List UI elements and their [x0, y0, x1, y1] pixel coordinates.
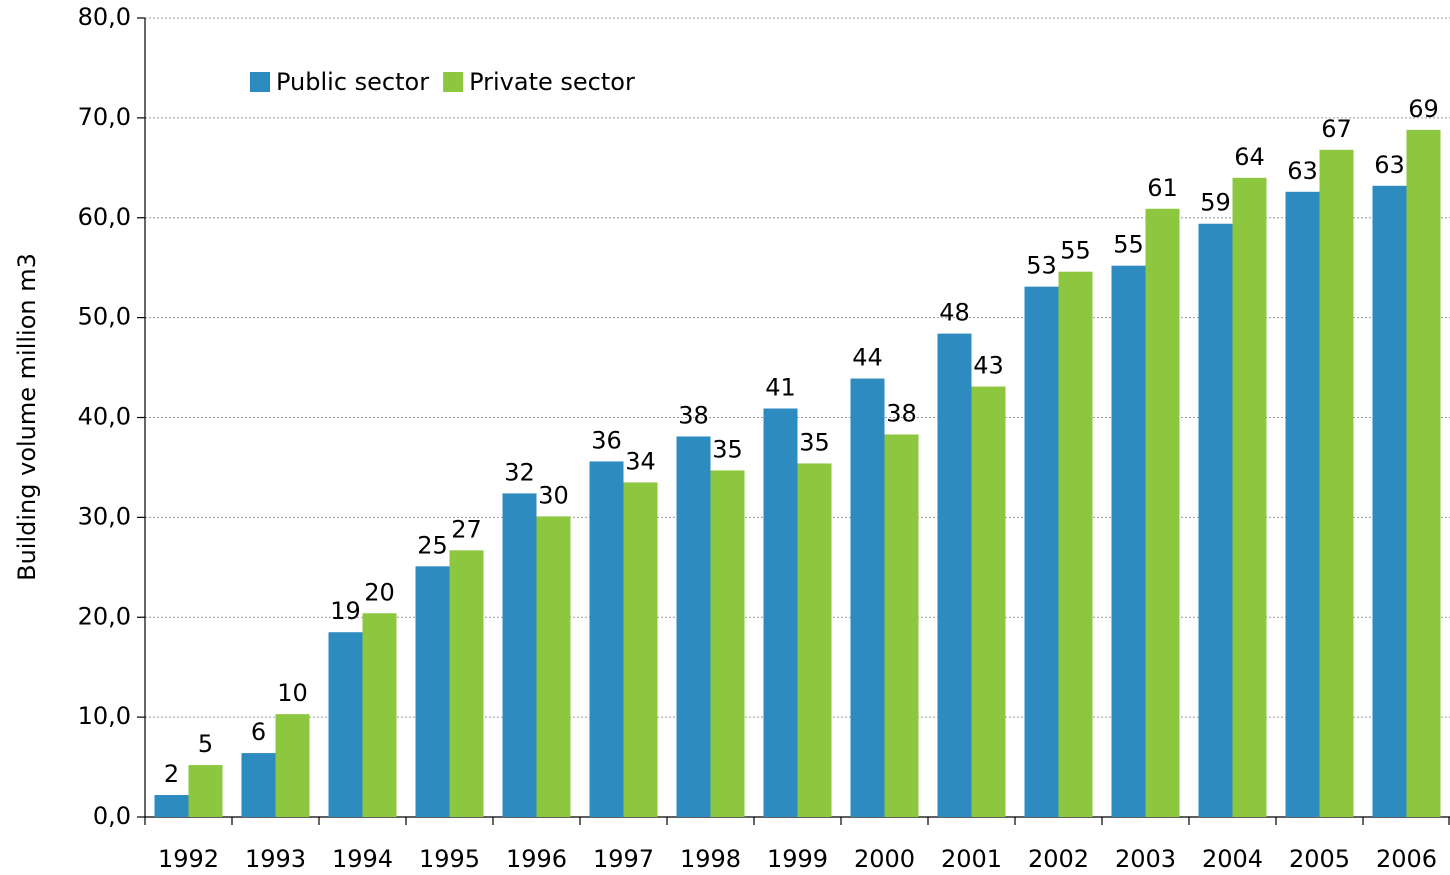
bar	[188, 765, 223, 817]
bar	[1372, 185, 1407, 818]
x-tick-label: 1998	[680, 845, 741, 873]
x-tick-label: 1997	[593, 845, 654, 873]
value-label: 27	[451, 515, 482, 543]
value-label: 20	[364, 578, 395, 606]
x-tick-label: 2004	[1202, 845, 1263, 873]
value-label: 67	[1321, 115, 1352, 143]
value-label: 48	[939, 299, 970, 327]
value-label: 10	[277, 679, 308, 707]
value-label: 5	[198, 730, 213, 758]
x-tick-label: 2001	[941, 845, 1002, 873]
value-label: 64	[1234, 143, 1265, 171]
bar	[1058, 271, 1093, 817]
bar	[937, 333, 972, 817]
value-label: 30	[538, 481, 569, 509]
y-tick-label: 60,0	[78, 203, 131, 231]
value-label: 63	[1287, 157, 1318, 185]
bar	[1145, 208, 1180, 818]
bar	[1111, 265, 1146, 817]
bar	[676, 436, 711, 817]
value-label: 69	[1408, 95, 1439, 123]
bar	[154, 795, 189, 817]
y-tick-label: 70,0	[78, 103, 131, 131]
x-tick-label: 2005	[1289, 845, 1350, 873]
value-label: 44	[852, 344, 883, 372]
bar	[850, 378, 885, 817]
value-label: 55	[1113, 231, 1144, 259]
bar	[415, 566, 450, 817]
bar	[971, 386, 1006, 817]
y-tick-label: 80,0	[78, 3, 131, 31]
value-label: 6	[251, 718, 266, 746]
bar	[589, 461, 624, 817]
y-tick-label: 20,0	[78, 602, 131, 630]
y-tick-label: 30,0	[78, 502, 131, 530]
bar	[1285, 191, 1320, 818]
x-tick-label: 1993	[245, 845, 306, 873]
bar	[763, 408, 798, 817]
bar	[502, 493, 537, 817]
value-label: 55	[1060, 237, 1091, 265]
bar	[623, 482, 658, 817]
value-label: 19	[330, 597, 361, 625]
x-tick-label: 1996	[506, 845, 567, 873]
x-tick-label: 1994	[332, 845, 393, 873]
bar	[1406, 129, 1441, 818]
y-tick-label: 0,0	[93, 802, 131, 830]
value-label: 36	[591, 426, 622, 454]
legend-label: Private sector	[469, 68, 635, 96]
bar	[241, 753, 276, 817]
bar	[797, 463, 832, 817]
legend-label: Public sector	[276, 68, 429, 96]
y-axis-label: Building volume million m3	[13, 253, 41, 581]
value-label: 32	[504, 458, 535, 486]
bar	[328, 632, 363, 817]
value-label: 34	[625, 447, 656, 475]
value-label: 53	[1026, 252, 1057, 280]
x-tick-label: 2002	[1028, 845, 1089, 873]
legend-swatch	[250, 72, 270, 92]
bar	[275, 714, 310, 817]
value-label: 61	[1147, 174, 1178, 202]
value-label: 43	[973, 352, 1004, 380]
value-label: 2	[164, 760, 179, 788]
x-tick-label: 2003	[1115, 845, 1176, 873]
bar	[362, 613, 397, 817]
bar	[1198, 223, 1233, 817]
value-label: 41	[765, 374, 796, 402]
y-tick-label: 50,0	[78, 303, 131, 331]
bar	[1319, 149, 1354, 817]
bar	[710, 470, 745, 817]
x-tick-label: 1995	[419, 845, 480, 873]
bar	[536, 516, 571, 817]
value-label: 59	[1200, 189, 1231, 217]
legend-swatch	[443, 72, 464, 92]
value-label: 35	[712, 435, 743, 463]
bar	[1024, 286, 1059, 817]
value-label: 25	[417, 531, 448, 559]
value-label: 63	[1374, 151, 1405, 179]
bar	[1232, 177, 1267, 818]
y-tick-label: 40,0	[78, 403, 131, 431]
bar	[884, 434, 919, 817]
y-tick-label: 10,0	[78, 702, 131, 730]
value-label: 38	[678, 401, 709, 429]
x-tick-label: 2000	[854, 845, 915, 873]
value-label: 38	[886, 399, 917, 427]
value-label: 35	[799, 428, 830, 456]
x-tick-label: 1999	[767, 845, 828, 873]
x-tick-label: 1992	[158, 845, 219, 873]
x-tick-label: 2006	[1376, 845, 1437, 873]
bar	[449, 550, 484, 817]
